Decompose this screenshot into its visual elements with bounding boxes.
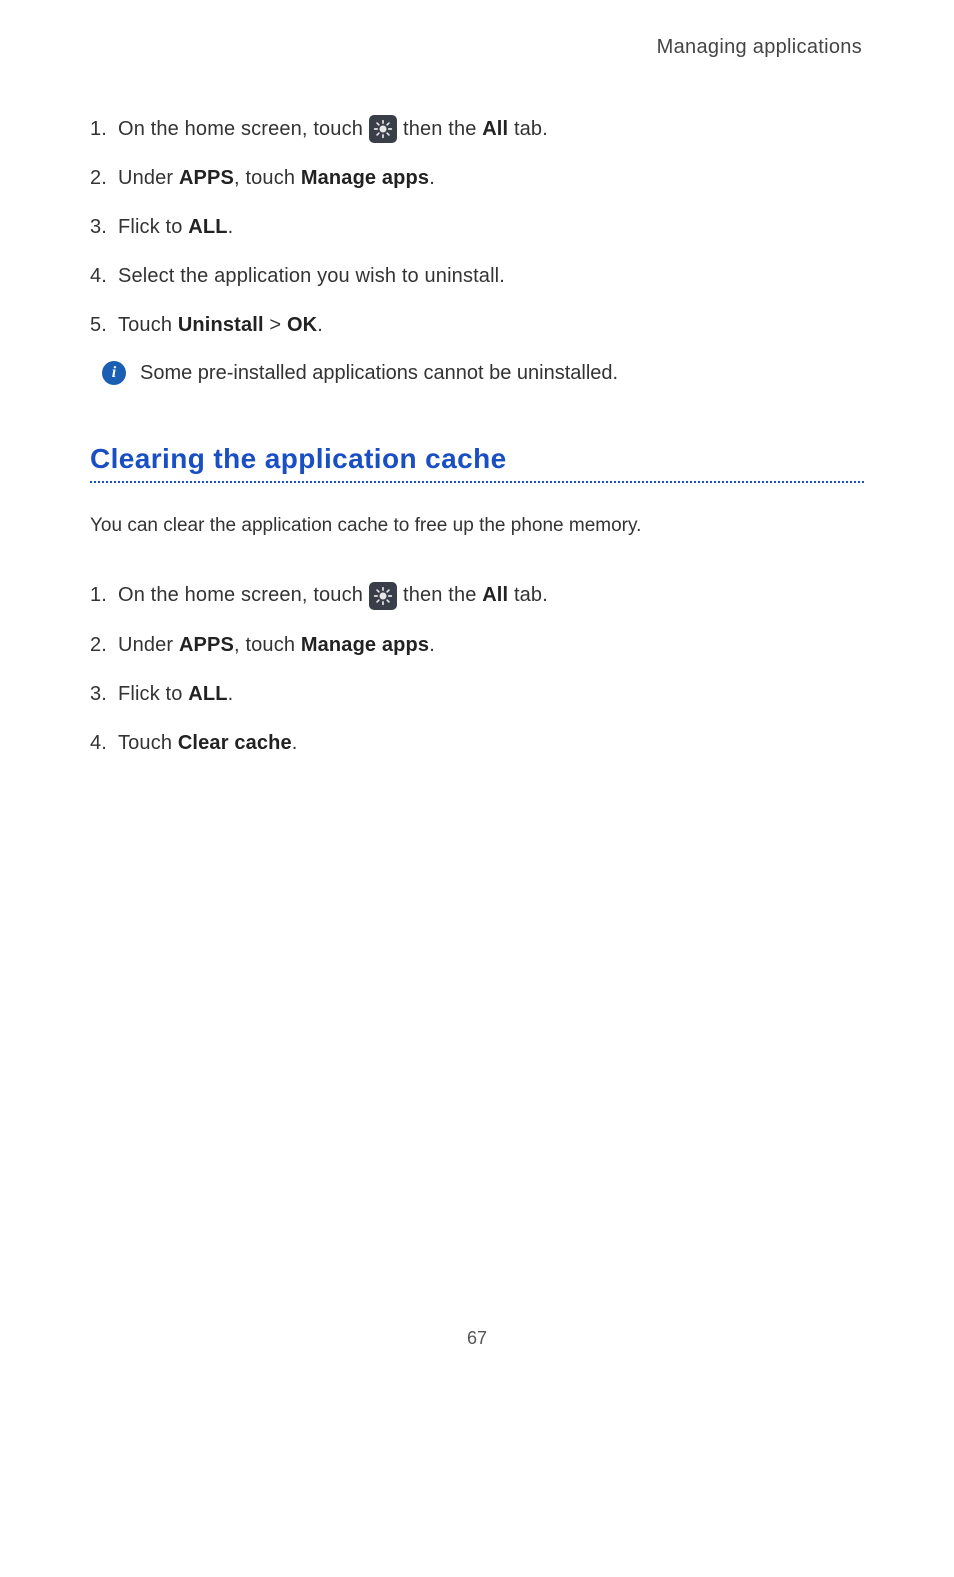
text: Flick to [118, 681, 183, 708]
list-number: 2. [90, 165, 112, 192]
note-text: Some pre-installed applications cannot b… [140, 362, 618, 385]
bold-text: ALL [188, 681, 227, 708]
text: then the [403, 116, 477, 143]
bold-text: All [482, 116, 508, 143]
bold-text: Manage apps [301, 165, 429, 192]
text: On the home screen, touch [118, 582, 363, 609]
text: tab. [514, 116, 548, 143]
list-number: 1. [90, 116, 112, 143]
text: On the home screen, touch [118, 116, 363, 143]
text: Touch [118, 730, 172, 757]
section-heading: Clearing the application cache [90, 443, 864, 475]
list-number: 4. [90, 263, 112, 290]
list-number: 5. [90, 312, 112, 339]
uninstall-steps-list: 1. On the home screen, touch then the Al… [90, 115, 864, 385]
list-item: 2. Under APPS , touch Manage apps . [90, 632, 864, 659]
info-icon: i [102, 361, 126, 385]
list-item: 5. Touch Uninstall > OK . [90, 312, 864, 339]
bold-text: OK [287, 312, 317, 339]
text: Under [118, 165, 173, 192]
bold-text: Clear cache [178, 730, 292, 757]
list-number: 1. [90, 582, 112, 609]
list-number: 3. [90, 214, 112, 241]
text: Flick to [118, 214, 183, 241]
section-intro: You can clear the application cache to f… [90, 513, 864, 540]
bold-text: APPS [179, 632, 234, 659]
text: , touch [234, 165, 295, 192]
list-item: 1. On the home screen, touch then the Al… [90, 582, 864, 610]
list-item: 4. Touch Clear cache . [90, 730, 864, 757]
text: . [292, 730, 298, 757]
dotted-divider [90, 481, 864, 483]
bold-text: APPS [179, 165, 234, 192]
text: Under [118, 632, 173, 659]
list-number: 4. [90, 730, 112, 757]
bold-text: Manage apps [301, 632, 429, 659]
text: . [429, 165, 435, 192]
info-note: i Some pre-installed applications cannot… [102, 361, 864, 385]
page-number: 67 [0, 1328, 954, 1349]
bold-text: ALL [188, 214, 227, 241]
bold-text: All [482, 582, 508, 609]
text: tab. [514, 582, 548, 609]
text: . [228, 214, 234, 241]
list-item: 1. On the home screen, touch then the Al… [90, 115, 864, 143]
text: . [317, 312, 323, 339]
settings-icon [369, 115, 397, 143]
list-number: 3. [90, 681, 112, 708]
text: Select the application you wish to unins… [118, 263, 505, 290]
bold-text: Uninstall [178, 312, 264, 339]
document-page: Managing applications 1. On the home scr… [0, 0, 954, 1577]
clear-cache-steps-list: 1. On the home screen, touch then the Al… [90, 582, 864, 757]
list-item: 3. Flick to ALL . [90, 214, 864, 241]
text: Touch [118, 312, 172, 339]
text: , touch [234, 632, 295, 659]
list-item: 4. Select the application you wish to un… [90, 263, 864, 290]
settings-icon [369, 582, 397, 610]
text: then the [403, 582, 477, 609]
text: . [228, 681, 234, 708]
list-number: 2. [90, 632, 112, 659]
text: > [269, 312, 281, 339]
page-header: Managing applications [90, 30, 864, 59]
list-item: 3. Flick to ALL . [90, 681, 864, 708]
text: . [429, 632, 435, 659]
list-item: 2. Under APPS , touch Manage apps . [90, 165, 864, 192]
